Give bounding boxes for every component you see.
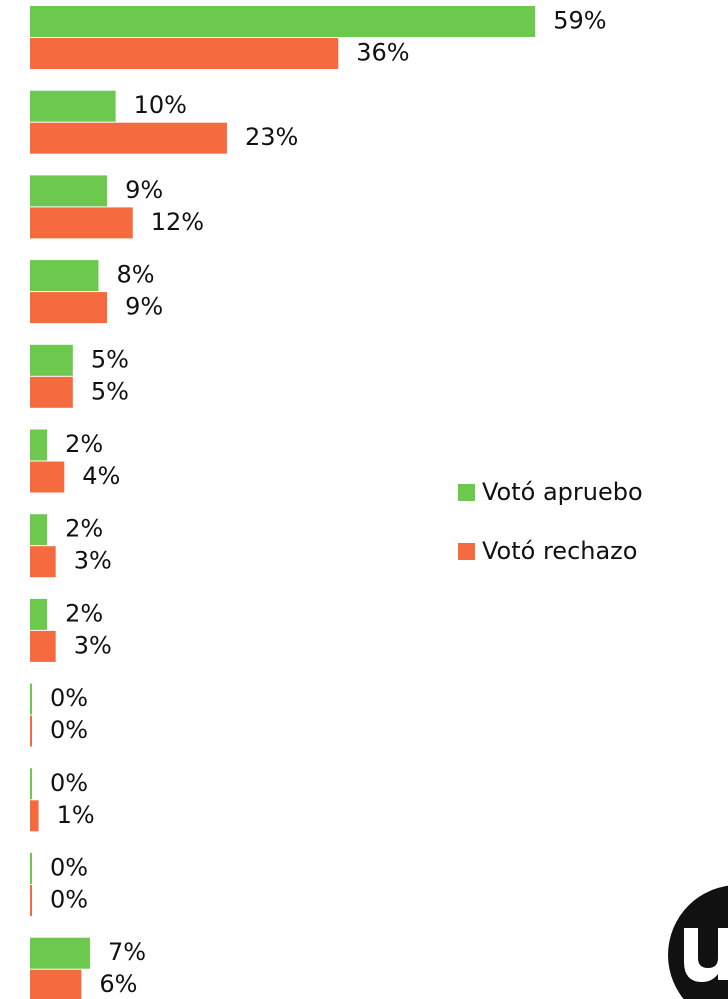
value-label: 2% (65, 599, 103, 627)
bar (30, 461, 65, 493)
bar (30, 260, 99, 292)
value-label: 1% (57, 801, 95, 829)
bar (30, 292, 108, 324)
value-label: 9% (125, 176, 163, 204)
bar (30, 885, 32, 916)
value-label: 59% (553, 7, 606, 35)
bar (30, 122, 227, 154)
bar (30, 800, 39, 832)
bar (30, 683, 32, 715)
value-label: 2% (65, 515, 103, 543)
value-label: 4% (82, 462, 120, 490)
value-label: 12% (151, 208, 204, 236)
value-label: 3% (74, 547, 112, 575)
bar (30, 768, 32, 800)
legend-swatch (458, 484, 475, 501)
value-label: 2% (65, 430, 103, 458)
bar (30, 175, 108, 207)
value-label: 0% (50, 716, 88, 744)
value-label: 9% (125, 293, 163, 321)
bar (30, 969, 82, 999)
value-label: 5% (91, 345, 129, 373)
bar (30, 937, 90, 969)
value-label: 36% (356, 39, 409, 67)
bar (30, 630, 56, 662)
value-label: 5% (91, 377, 129, 405)
value-label: 0% (50, 684, 88, 712)
value-label: 10% (134, 91, 187, 119)
value-label: 0% (50, 854, 88, 882)
bar (30, 344, 73, 376)
value-label: 0% (50, 769, 88, 797)
bar (30, 546, 56, 578)
value-label: 8% (117, 261, 155, 289)
bar (30, 376, 73, 408)
value-label: 23% (245, 123, 298, 151)
bar (30, 6, 536, 37)
legend-label: Votó apruebo (482, 478, 643, 506)
bar (30, 90, 116, 122)
bar (30, 207, 133, 239)
value-label: 3% (74, 631, 112, 659)
bar (30, 38, 339, 69)
bar (30, 598, 48, 630)
bar (30, 514, 48, 546)
logo (668, 885, 728, 999)
value-label: 6% (99, 970, 137, 998)
legend-swatch (458, 543, 475, 560)
legend-label: Votó rechazo (482, 537, 637, 565)
value-label: 0% (50, 886, 88, 914)
bar (30, 853, 32, 884)
value-label: 7% (108, 938, 146, 966)
bar (30, 429, 48, 461)
bar (30, 715, 32, 747)
